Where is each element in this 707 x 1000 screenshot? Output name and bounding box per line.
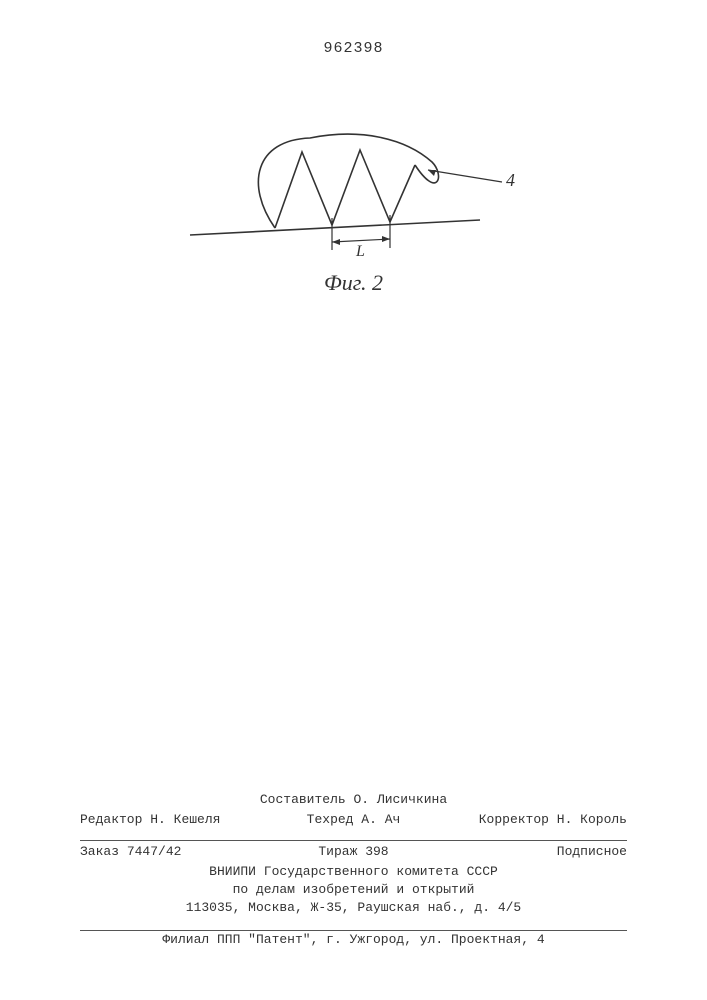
tirage: Тираж 398 bbox=[262, 842, 444, 863]
editor-label: Редактор bbox=[80, 812, 142, 827]
baseline bbox=[190, 220, 480, 235]
tirage-value: 398 bbox=[365, 844, 388, 859]
tech-name: А. Ач bbox=[361, 812, 400, 827]
tech-label: Техред bbox=[307, 812, 354, 827]
address-line: 113035, Москва, Ж-35, Раушская наб., д. … bbox=[80, 898, 627, 919]
subscription: Подписное bbox=[445, 842, 627, 863]
dim-arrow-left bbox=[332, 239, 340, 245]
dim-line bbox=[332, 239, 390, 242]
divider-1 bbox=[80, 840, 627, 841]
editor-name: Н. Кешеля bbox=[150, 812, 220, 827]
compiler-name: О. Лисичкина bbox=[354, 792, 448, 807]
compiler-label: Составитель bbox=[260, 792, 346, 807]
order-value: 7447/42 bbox=[127, 844, 182, 859]
callout-label: 4 bbox=[506, 170, 515, 190]
techred: Техред А. Ач bbox=[262, 810, 444, 831]
patent-page: 962398 L 4 Фиг. 2 Составитель О. Ли bbox=[0, 0, 707, 1000]
figure-svg: L 4 bbox=[180, 110, 520, 290]
branch-line: Филиал ППП "Патент", г. Ужгород, ул. Про… bbox=[80, 930, 627, 951]
figure-2: L 4 bbox=[180, 110, 520, 290]
callout-arrow bbox=[428, 170, 436, 176]
order-line: Заказ 7447/42 Тираж 398 Подписное bbox=[80, 842, 627, 863]
dimension-label: L bbox=[355, 243, 365, 260]
corrector-name: Н. Король bbox=[557, 812, 627, 827]
editor: Редактор Н. Кешеля bbox=[80, 810, 262, 831]
figure-caption: Фиг. 2 bbox=[0, 270, 707, 296]
corrector: Корректор Н. Король bbox=[445, 810, 627, 831]
compiler-line: Составитель О. Лисичкина bbox=[80, 790, 627, 811]
order-label: Заказ bbox=[80, 844, 119, 859]
order: Заказ 7447/42 bbox=[80, 842, 262, 863]
corrector-label: Корректор bbox=[479, 812, 549, 827]
dim-arrow-right bbox=[382, 236, 390, 242]
teeth bbox=[275, 150, 415, 228]
tirage-label: Тираж bbox=[318, 844, 357, 859]
credits-line: Редактор Н. Кешеля Техред А. Ач Корректо… bbox=[80, 810, 627, 831]
document-number: 962398 bbox=[0, 40, 707, 57]
